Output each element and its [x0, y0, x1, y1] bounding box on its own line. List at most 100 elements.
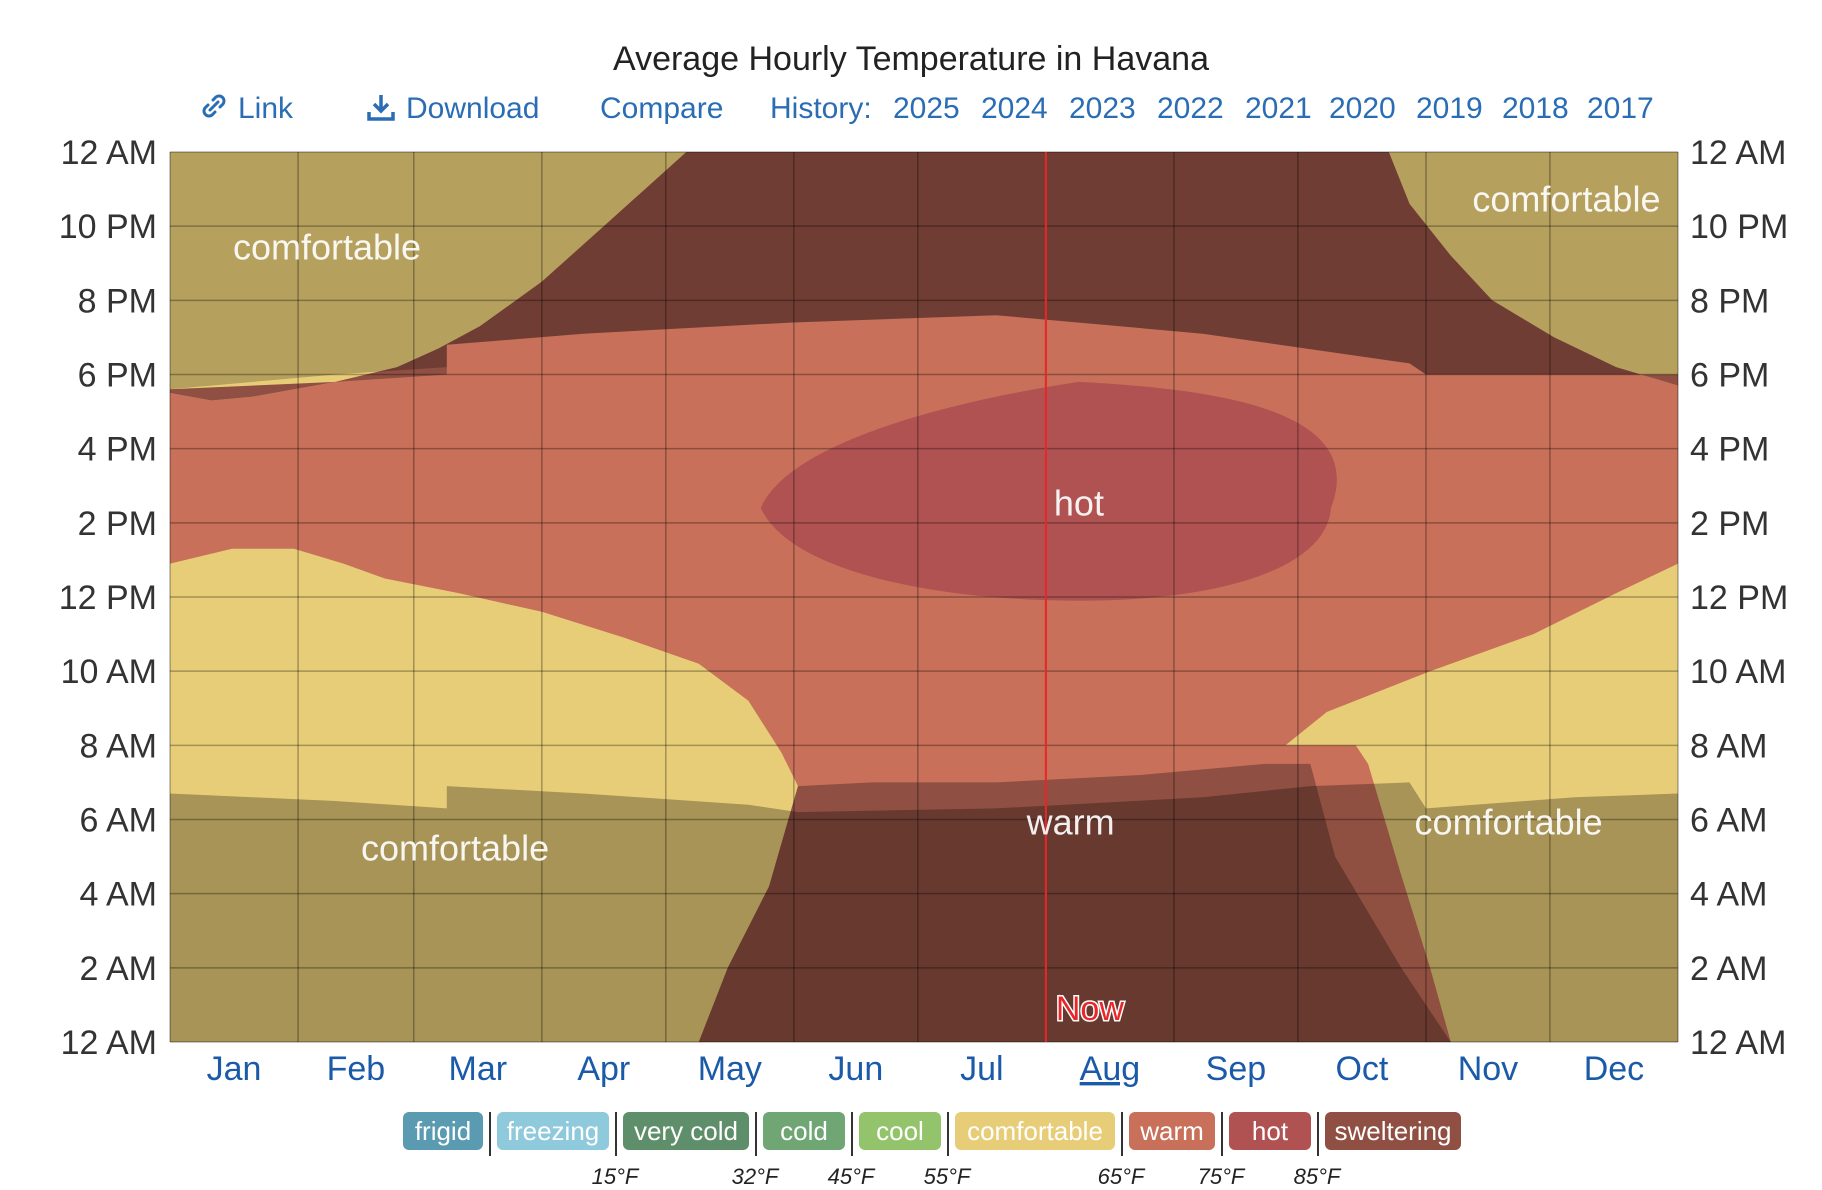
comfortable-morning-left: [170, 548, 798, 1042]
region-label-hot: hot: [1054, 482, 1104, 523]
y-tick-label-left: 6 PM: [78, 357, 157, 395]
now-label: Now: [1056, 990, 1124, 1028]
y-tick-label-left: 2 PM: [78, 505, 157, 543]
y-tick-label-left: 8 PM: [78, 282, 157, 320]
legend-threshold: 65°F: [1097, 1164, 1145, 1189]
compare-link[interactable]: Compare: [600, 92, 724, 125]
y-tick-label-left: 12 AM: [61, 1024, 157, 1062]
history-label: History:: [770, 92, 872, 125]
legend-threshold: 55°F: [923, 1164, 971, 1189]
region-label-comfortable: comfortable: [361, 827, 549, 868]
region-labels: hot warm comfortable comfortable comfortable…: [233, 178, 1661, 1029]
y-tick-label-right: 10 AM: [1690, 653, 1786, 691]
legend-threshold: 45°F: [827, 1164, 875, 1189]
x-tick-label: Feb: [327, 1050, 386, 1088]
y-tick-label-left: 8 AM: [80, 727, 157, 765]
history-year-link[interactable]: 2018: [1502, 92, 1569, 125]
y-tick-label-left: 6 AM: [80, 802, 157, 840]
legend-separator: [851, 1112, 853, 1156]
legend-item: cold: [763, 1112, 845, 1150]
evening-shade: [170, 152, 1678, 390]
x-tick-label: Nov: [1458, 1050, 1518, 1088]
chart-title: Average Hourly Temperature in Havana: [613, 40, 1209, 78]
legend-separator: [489, 1112, 491, 1156]
plot-area: [170, 152, 1678, 1042]
link-button[interactable]: Link: [200, 92, 293, 130]
legend-item: sweltering: [1325, 1112, 1461, 1150]
history-year-link[interactable]: 2019: [1416, 92, 1483, 125]
x-tick-label: Sep: [1206, 1050, 1267, 1088]
y-tick-label-right: 4 AM: [1690, 876, 1767, 914]
x-tick-label: Oct: [1335, 1050, 1388, 1088]
y-tick-label-right: 12 AM: [1690, 134, 1786, 172]
y-tick-label-right: 8 AM: [1690, 727, 1767, 765]
y-tick-label-left: 10 PM: [59, 208, 157, 246]
y-tick-label-left: 12 AM: [61, 134, 157, 172]
history-year-link[interactable]: 2023: [1069, 92, 1136, 125]
link-label: Link: [238, 92, 294, 125]
x-tick-label: Apr: [577, 1050, 630, 1088]
x-tick-label: Mar: [449, 1050, 508, 1088]
legend-separator: [615, 1112, 617, 1156]
history-year-link[interactable]: 2021: [1245, 92, 1312, 125]
download-label: Download: [406, 92, 540, 125]
region-label-comfortable: comfortable: [233, 227, 421, 268]
x-tick-label: Aug: [1080, 1050, 1141, 1088]
axis-labels: 12 AM 12 AM 10 PM 10 PM 8 PM 8 PM 6 PM 6 PM 4 PM…: [59, 134, 1789, 1088]
legend-separator: [947, 1112, 949, 1156]
y-tick-label-right: 10 PM: [1690, 208, 1788, 246]
y-tick-label-left: 12 PM: [59, 579, 157, 617]
legend-separator: [1221, 1112, 1223, 1156]
x-tick-label: May: [698, 1050, 762, 1088]
temperature-chart: 12 AM 12 AM 10 PM 10 PM 8 PM 8 PM 6 PM 6 PM 4 PM…: [59, 134, 1789, 1088]
history-year-link[interactable]: 2024: [981, 92, 1048, 125]
sweltering-evenings: [170, 152, 1678, 401]
history-year-link[interactable]: 2017: [1587, 92, 1654, 125]
region-label-comfortable: comfortable: [1415, 801, 1603, 842]
y-tick-label-right: 6 PM: [1690, 357, 1769, 395]
legend-item: warm: [1129, 1112, 1215, 1150]
legend-threshold: 85°F: [1293, 1164, 1341, 1189]
download-icon: [366, 92, 396, 130]
history-year-link[interactable]: 2020: [1329, 92, 1396, 125]
legend-separator: [1121, 1112, 1123, 1156]
y-tick-label-left: 4 PM: [78, 431, 157, 469]
y-tick-label-left: 10 AM: [61, 653, 157, 691]
comfortable-evening-left: [170, 152, 687, 401]
y-tick-label-right: 6 AM: [1690, 802, 1767, 840]
x-tick-label: Jan: [207, 1050, 262, 1088]
legend-item: hot: [1229, 1112, 1311, 1150]
y-tick-label-left: 4 AM: [80, 876, 157, 914]
y-tick-label-right: 2 PM: [1690, 505, 1769, 543]
legend-threshold: 75°F: [1197, 1164, 1245, 1189]
comfortable-evening-right: [1388, 152, 1678, 386]
night-shade-right: [798, 782, 1678, 1042]
legend-item: frigid: [403, 1112, 483, 1150]
legend-item: very cold: [623, 1112, 749, 1150]
region-label-warm: warm: [1026, 801, 1115, 842]
sweltering-nights: [698, 763, 1451, 1042]
legend-item: freezing: [497, 1112, 609, 1150]
hot-region: [760, 381, 1337, 601]
legend-item: comfortable: [955, 1112, 1115, 1150]
region-label-comfortable: comfortable: [1472, 178, 1660, 219]
download-button[interactable]: Download: [366, 92, 539, 130]
y-tick-label-left: 2 AM: [80, 950, 157, 988]
x-tick-label: Dec: [1584, 1050, 1644, 1088]
x-tick-label: Jul: [960, 1050, 1003, 1088]
grid-lines: [169, 151, 1679, 1043]
y-tick-label-right: 2 AM: [1690, 950, 1767, 988]
comfortable-morning-right: [1285, 563, 1678, 1042]
y-tick-label-right: 4 PM: [1690, 431, 1769, 469]
y-tick-label-right: 12 PM: [1690, 579, 1788, 617]
history-year-link[interactable]: 2025: [893, 92, 960, 125]
history-year-link[interactable]: 2022: [1157, 92, 1224, 125]
legend-separator: [755, 1112, 757, 1156]
y-tick-label-right: 12 AM: [1690, 1024, 1786, 1062]
link-icon: [200, 92, 228, 130]
legend-threshold: 15°F: [591, 1164, 639, 1189]
x-tick-label: Jun: [828, 1050, 883, 1088]
legend-threshold: 32°F: [731, 1164, 779, 1189]
temperature-legend: frigid freezing 15°F very cold 32°F cold 45°F c…: [0, 1112, 1822, 1189]
night-shade-left: [170, 786, 798, 1042]
